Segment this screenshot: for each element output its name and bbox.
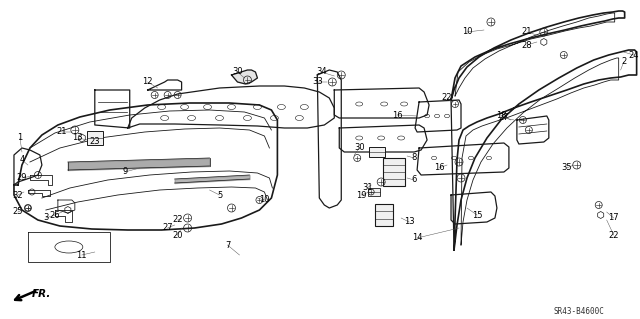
Text: 9: 9 <box>122 167 127 176</box>
Bar <box>375 204 393 226</box>
Polygon shape <box>232 70 257 84</box>
Text: 21: 21 <box>56 128 67 137</box>
Text: 22: 22 <box>609 231 619 240</box>
Text: 14: 14 <box>412 234 422 242</box>
Text: 28: 28 <box>522 41 532 49</box>
Text: 17: 17 <box>609 213 619 222</box>
Text: 13: 13 <box>72 133 83 143</box>
Text: 34: 34 <box>316 68 326 77</box>
Bar <box>369 147 385 157</box>
Text: 6: 6 <box>412 175 417 184</box>
Text: 16: 16 <box>392 110 403 120</box>
Text: 1: 1 <box>17 133 22 143</box>
Text: 30: 30 <box>232 68 243 77</box>
Text: 12: 12 <box>143 78 153 86</box>
Text: 20: 20 <box>172 231 183 240</box>
Text: 27: 27 <box>499 114 509 122</box>
Text: 25: 25 <box>13 207 23 217</box>
Text: 10: 10 <box>259 196 269 204</box>
Text: 10: 10 <box>461 27 472 36</box>
Bar <box>368 188 380 196</box>
Text: 15: 15 <box>472 211 482 219</box>
Text: 5: 5 <box>217 190 222 199</box>
Text: 33: 33 <box>312 78 323 86</box>
Text: 13: 13 <box>404 218 415 226</box>
Text: 35: 35 <box>561 164 572 173</box>
Text: 7: 7 <box>225 241 230 249</box>
Text: 22: 22 <box>442 93 452 102</box>
Bar <box>383 158 405 186</box>
Text: 29: 29 <box>17 174 28 182</box>
Text: 22: 22 <box>172 216 183 225</box>
Text: 31: 31 <box>362 183 372 192</box>
Text: 11: 11 <box>77 250 87 259</box>
Text: 21: 21 <box>522 27 532 36</box>
Bar <box>87 131 103 145</box>
Text: 4: 4 <box>19 155 24 165</box>
Text: 2: 2 <box>621 57 627 66</box>
Text: 26: 26 <box>49 211 60 219</box>
Text: 24: 24 <box>628 50 639 60</box>
Text: 27: 27 <box>163 224 173 233</box>
Text: 8: 8 <box>412 153 417 162</box>
Text: SR43-B4600C: SR43-B4600C <box>554 308 604 316</box>
Text: 19: 19 <box>356 190 367 199</box>
Text: 23: 23 <box>90 137 100 146</box>
Text: 32: 32 <box>13 190 23 199</box>
Text: 3: 3 <box>44 213 49 222</box>
Text: 16: 16 <box>434 164 444 173</box>
Text: 18: 18 <box>495 110 506 120</box>
Text: 30: 30 <box>354 144 365 152</box>
Text: FR.: FR. <box>32 289 51 299</box>
